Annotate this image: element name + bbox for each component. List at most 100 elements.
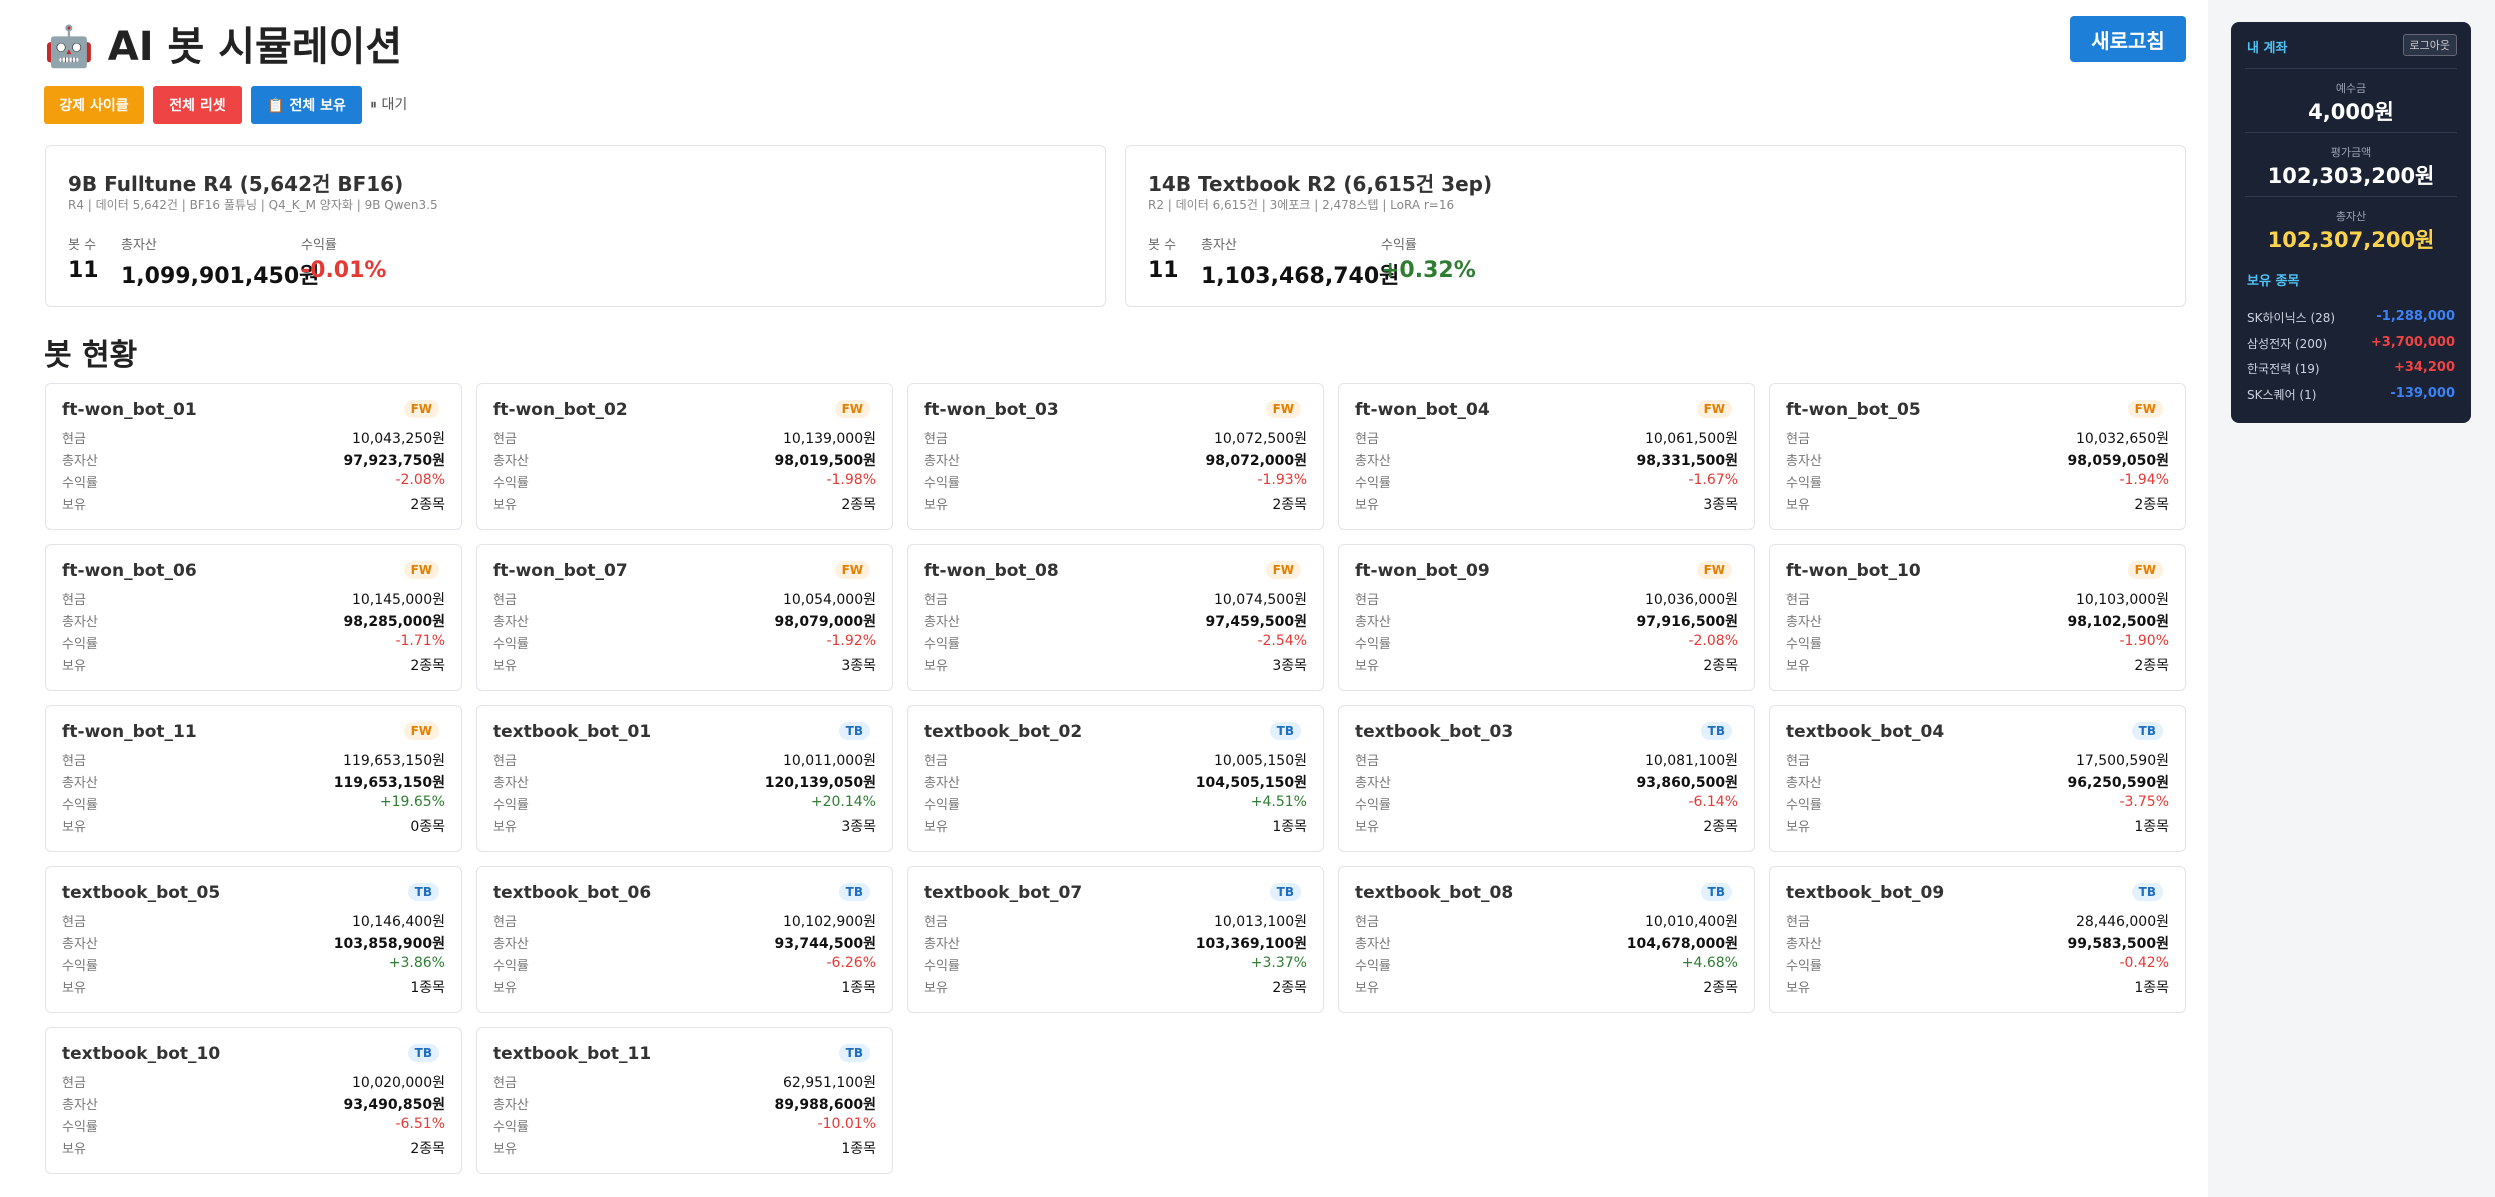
bot-field-label: 보유: [924, 659, 948, 674]
model-card: 14B Textbook R2 (6,615건 3ep) R2 | 데이터 6,6…: [1125, 145, 2186, 307]
bot-tag: TB: [1700, 722, 1732, 740]
bot-name: ft-won_bot_08: [924, 561, 1059, 581]
bot-card: ft-won_bot_03 FW 현금 10,072,500원 총자산 98,072,00…: [907, 383, 1324, 530]
bot-field-label: 총자산: [493, 454, 529, 469]
bot-tag: TB: [1700, 883, 1732, 901]
bot-field-label: 총자산: [493, 937, 529, 952]
bot-field-value: 119,653,150원: [333, 775, 445, 791]
bot-field-label: 수익률: [1786, 637, 1822, 652]
bot-field-value: +4.68%: [1681, 955, 1738, 971]
bot-name: ft-won_bot_10: [1786, 561, 1921, 581]
bot-field-value: 2종목: [1272, 497, 1307, 513]
bot-tag: TB: [407, 1044, 439, 1062]
bot-field-label: 총자산: [1786, 615, 1822, 630]
bot-card: ft-won_bot_10 FW 현금 10,103,000원 총자산 98,102,50…: [1769, 544, 2186, 691]
bot-field-label: 보유: [924, 981, 948, 996]
bot-field-label: 총자산: [924, 615, 960, 630]
summary-label: 봇 수: [68, 238, 97, 253]
bot-field-value: 93,744,500원: [774, 936, 876, 952]
bot-field-label: 보유: [62, 820, 86, 835]
bot-name: textbook_bot_04: [1786, 722, 1945, 742]
divider: [2245, 132, 2457, 133]
bot-card: ft-won_bot_02 FW 현금 10,139,000원 총자산 98,019,50…: [476, 383, 893, 530]
bot-field-label: 총자산: [1786, 937, 1822, 952]
bot-field-label: 총자산: [1355, 454, 1391, 469]
bot-field-label: 수익률: [924, 637, 960, 652]
force-cycle-button[interactable]: 강제 사이클: [44, 86, 144, 124]
bot-tag: FW: [403, 400, 439, 418]
bot-card: ft-won_bot_11 FW 현금 119,653,150원 총자산 119,653,…: [45, 705, 462, 852]
bot-field-value: -2.08%: [1688, 633, 1738, 649]
bot-field-value: -10.01%: [817, 1116, 876, 1132]
bot-field-value: 119,653,150원: [343, 753, 445, 769]
bot-field-label: 총자산: [1786, 454, 1822, 469]
holding-name: SK스퀘어 (1): [2247, 387, 2317, 402]
bot-field-value: 10,032,650원: [2075, 431, 2169, 447]
bot-field-label: 현금: [1355, 915, 1379, 930]
bot-field-label: 총자산: [62, 937, 98, 952]
bot-field-value: 1종목: [841, 980, 876, 996]
bot-field-label: 보유: [493, 659, 517, 674]
bot-tag: FW: [834, 561, 870, 579]
bot-field-value: 28,446,000원: [2075, 914, 2169, 930]
logout-button[interactable]: 로그아웃: [2402, 34, 2457, 56]
bot-name: textbook_bot_10: [62, 1044, 221, 1064]
bot-field-value: 96,250,590원: [2067, 775, 2169, 791]
bot-card: textbook_bot_02 TB 현금 10,005,150원 총자산 104,505…: [907, 705, 1324, 852]
bot-tag: FW: [1696, 400, 1732, 418]
bot-field-value: 97,459,500원: [1205, 614, 1307, 630]
bot-field-label: 수익률: [1355, 637, 1391, 652]
bot-field-label: 총자산: [1355, 615, 1391, 630]
bot-card: textbook_bot_08 TB 현금 10,010,400원 총자산 104,678…: [1338, 866, 1755, 1013]
bot-field-label: 총자산: [924, 937, 960, 952]
bot-field-label: 현금: [493, 754, 517, 769]
bot-field-label: 수익률: [924, 959, 960, 974]
bot-card: textbook_bot_11 TB 현금 62,951,100원 총자산 89,988,…: [476, 1027, 893, 1174]
bot-tag: TB: [407, 883, 439, 901]
bot-field-value: 10,102,900원: [782, 914, 876, 930]
bot-field-value: 99,583,500원: [2067, 936, 2169, 952]
summary-label: 봇 수: [1148, 238, 1177, 253]
bot-field-label: 수익률: [62, 959, 98, 974]
bot-field-value: +4.51%: [1250, 794, 1307, 810]
bot-field-label: 보유: [1786, 659, 1810, 674]
bot-field-value: 1종목: [841, 1141, 876, 1157]
bot-field-label: 보유: [924, 498, 948, 513]
refresh-button[interactable]: 새로고침: [2070, 16, 2186, 62]
bot-field-value: 103,369,100원: [1195, 936, 1307, 952]
bot-field-label: 총자산: [62, 776, 98, 791]
bot-card: textbook_bot_07 TB 현금 10,013,100원 총자산 103,369…: [907, 866, 1324, 1013]
bot-field-value: 103,858,900원: [333, 936, 445, 952]
bot-field-label: 보유: [493, 820, 517, 835]
holdings-button[interactable]: 📋 전체 보유: [251, 86, 362, 124]
bot-field-label: 현금: [62, 754, 86, 769]
holding-name: SK하이닉스 (28): [2247, 311, 2336, 325]
bot-card: textbook_bot_05 TB 현금 10,146,400원 총자산 103,858…: [45, 866, 462, 1013]
holding-pnl: -1,288,000: [2376, 309, 2455, 324]
bot-card: ft-won_bot_09 FW 현금 10,036,000원 총자산 97,916,50…: [1338, 544, 1755, 691]
bot-field-label: 총자산: [62, 615, 98, 630]
bot-field-label: 보유: [493, 1142, 517, 1157]
bot-field-label: 보유: [1786, 498, 1810, 513]
bot-field-value: 10,020,000원: [351, 1075, 445, 1091]
bot-field-label: 보유: [62, 1142, 86, 1157]
bot-field-label: 총자산: [493, 1098, 529, 1113]
bot-field-label: 현금: [1786, 915, 1810, 930]
bot-field-label: 보유: [1355, 981, 1379, 996]
bot-field-value: 3종목: [841, 658, 876, 674]
summary-value: 11: [1148, 258, 1179, 283]
bot-field-label: 현금: [493, 593, 517, 608]
account-label: 평가금액: [2330, 146, 2372, 159]
bot-name: textbook_bot_03: [1355, 722, 1514, 742]
bot-field-value: 98,102,500원: [2067, 614, 2169, 630]
reset-button[interactable]: 전체 리셋: [153, 86, 242, 124]
bot-name: textbook_bot_02: [924, 722, 1083, 742]
bot-name: ft-won_bot_04: [1355, 400, 1490, 420]
bot-field-value: 3종목: [1703, 497, 1738, 513]
bot-tag: FW: [403, 722, 439, 740]
bot-card: textbook_bot_03 TB 현금 10,081,100원 총자산 93,860,…: [1338, 705, 1755, 852]
account-value: 4,000원: [2308, 100, 2394, 124]
bot-field-value: 10,103,000원: [2075, 592, 2169, 608]
bot-name: ft-won_bot_02: [493, 400, 628, 420]
